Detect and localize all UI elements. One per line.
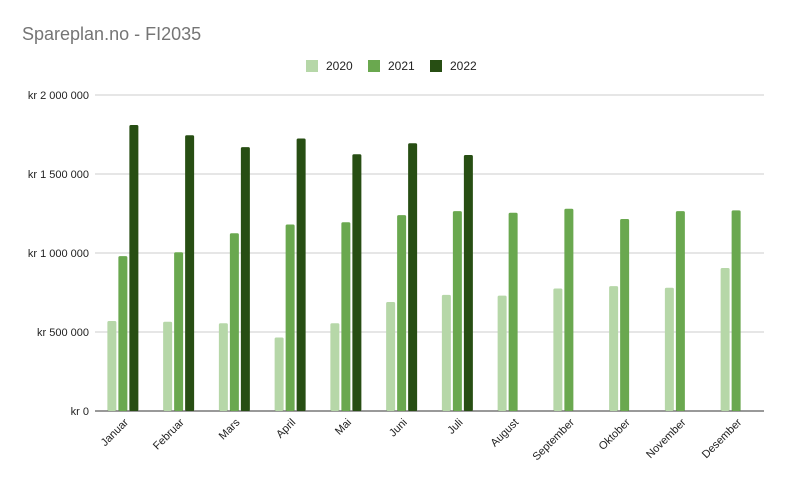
y-tick-label: kr 0 bbox=[71, 406, 89, 418]
legend-swatch-2022 bbox=[430, 60, 442, 72]
bar-2022-juni bbox=[408, 143, 418, 411]
y-tick-label: kr 500 000 bbox=[37, 327, 89, 339]
bar-2020-september bbox=[553, 288, 563, 411]
bar-2020-august bbox=[497, 295, 507, 411]
bar-2021-august bbox=[508, 212, 518, 411]
x-tick-label: Mai bbox=[333, 417, 354, 438]
bars bbox=[107, 125, 741, 412]
bar-2021-juli bbox=[452, 211, 462, 411]
legend-label: 2021 bbox=[388, 59, 415, 73]
y-tick-label: kr 2 000 000 bbox=[28, 90, 89, 102]
x-tick-label: Januar bbox=[99, 416, 132, 449]
bar-2021-desember bbox=[731, 210, 741, 411]
bar-2020-juni bbox=[386, 301, 396, 411]
legend-swatch-2021 bbox=[368, 60, 380, 72]
legend-label: 2022 bbox=[450, 59, 477, 73]
bar-2021-februar bbox=[174, 252, 184, 411]
bar-2021-juni bbox=[397, 215, 407, 411]
bar-2021-mars bbox=[229, 233, 239, 411]
bar-2022-januar bbox=[129, 125, 139, 412]
bar-2022-april bbox=[296, 138, 306, 411]
bar-2022-mars bbox=[240, 147, 250, 411]
bar-2020-juli bbox=[441, 294, 451, 411]
bar-2022-juli bbox=[463, 155, 473, 411]
x-tick-label: August bbox=[489, 417, 522, 450]
x-tick-label: Mars bbox=[217, 416, 243, 442]
bar-2021-oktober bbox=[620, 219, 630, 411]
y-axis-ticks: kr 0 kr 500 000 kr 1 000 000 kr 1 500 000 kr… bbox=[28, 90, 89, 418]
x-tick-label: April bbox=[274, 417, 298, 441]
bar-2021-september bbox=[564, 208, 574, 411]
y-tick-label: kr 1 500 000 bbox=[28, 169, 89, 181]
chart-title: Spareplan.no - FI2035 bbox=[22, 24, 201, 44]
bar-2021-mai bbox=[341, 222, 351, 411]
x-tick-label: Juni bbox=[387, 417, 410, 440]
bar-2021-januar bbox=[118, 256, 128, 411]
bar-2020-november bbox=[664, 287, 674, 411]
x-tick-label: Oktober bbox=[597, 416, 633, 452]
bar-2021-april bbox=[285, 224, 295, 411]
y-tick-label: kr 1 000 000 bbox=[28, 248, 89, 260]
bar-2020-desember bbox=[720, 268, 730, 411]
bar-2020-mai bbox=[330, 323, 340, 411]
bar-2020-januar bbox=[107, 320, 117, 411]
bar-2020-mars bbox=[218, 323, 228, 411]
bar-2021-november bbox=[675, 211, 685, 411]
bar-2020-oktober bbox=[609, 286, 619, 411]
x-tick-label: Desember bbox=[700, 416, 745, 461]
legend-swatch-2020 bbox=[306, 60, 318, 72]
legend: 2020 2021 2022 bbox=[306, 59, 477, 73]
x-tick-label: Juli bbox=[445, 417, 465, 437]
bar-2022-mai bbox=[352, 154, 362, 411]
grid bbox=[95, 94, 764, 412]
bar-2022-februar bbox=[185, 135, 195, 412]
x-tick-label: November bbox=[644, 416, 689, 461]
x-tick-label: September bbox=[530, 416, 577, 463]
x-tick-label: Februar bbox=[151, 416, 187, 452]
bar-2020-februar bbox=[163, 321, 173, 411]
x-axis-ticks: Januar Februar Mars April Mai Juni Juli August S… bbox=[99, 416, 745, 463]
bar-2020-april bbox=[274, 337, 284, 411]
legend-label: 2020 bbox=[326, 59, 353, 73]
